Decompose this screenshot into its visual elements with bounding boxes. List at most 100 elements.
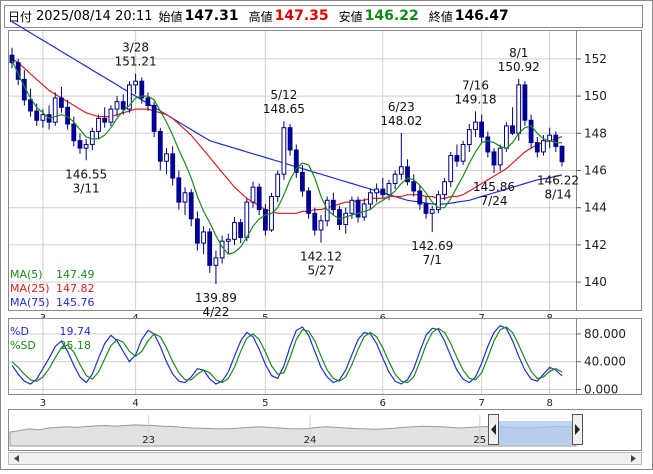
candle	[405, 159, 410, 186]
stochastic-date-label: 5	[262, 398, 268, 409]
price-tick-label: 146	[584, 164, 607, 178]
candle	[534, 137, 540, 158]
ma25-line	[11, 58, 563, 214]
candlesticks	[9, 47, 565, 285]
ohlc-header: 日付 2025/08/14 20:11 始値 147.31 高値 147.35 …	[4, 3, 649, 29]
annotation-date: 3/28	[122, 41, 149, 55]
price-tick-label: 148	[584, 126, 607, 140]
stochastic-axis-area	[576, 318, 642, 395]
candle	[466, 124, 472, 152]
annotation-price: 149.18	[454, 92, 496, 106]
candle	[28, 88, 33, 117]
candle	[127, 81, 132, 113]
navigator-right-handle[interactable]	[572, 414, 583, 445]
candle	[522, 81, 528, 126]
annotation-date: 4/22	[202, 305, 229, 319]
candle	[238, 218, 243, 244]
candle	[330, 192, 336, 216]
stochastic-date-label: 6	[380, 398, 386, 409]
stochastic-date-label: 4	[132, 398, 138, 409]
open-label: 始値	[158, 9, 183, 24]
navigator-label: 24	[304, 435, 317, 446]
annotation-price: 142.69	[411, 239, 453, 253]
candle	[318, 215, 324, 243]
navigator-selection[interactable]	[494, 421, 576, 445]
candle	[411, 174, 417, 197]
navigator-axis: 23 24 25	[142, 415, 486, 446]
candle	[374, 183, 380, 203]
legend-ma75: MA(75) 145.76	[10, 296, 95, 310]
candle	[306, 187, 312, 219]
candle	[448, 151, 454, 188]
candle	[108, 105, 114, 126]
range-navigator[interactable]: 23 24 25	[8, 409, 642, 451]
price-axis-area	[576, 30, 642, 311]
stochastic-date-label: 8	[546, 398, 552, 409]
candle	[145, 92, 151, 111]
datetime-value: 2025/08/14 20:11	[36, 8, 153, 24]
candle	[553, 131, 559, 152]
candle	[170, 146, 176, 186]
candle	[114, 96, 120, 117]
candle	[164, 148, 169, 175]
ma-legend: MA(5) 147.49 MA(25) 147.82 MA(75) 145.76	[10, 268, 95, 310]
candle	[423, 196, 429, 219]
candle	[133, 73, 138, 95]
candle	[392, 170, 398, 190]
close-label: 終値	[428, 9, 453, 24]
candle	[281, 121, 287, 180]
price-tick-label: 140	[584, 275, 607, 289]
legend-d-value: 19.74	[59, 325, 92, 338]
stochastic-legend: %D 19.74 %SD 25.18	[10, 325, 91, 353]
candle	[429, 205, 435, 233]
horizontal-scrollbar[interactable]	[8, 452, 642, 465]
annotation-date: 3/11	[73, 181, 100, 195]
candle	[312, 207, 318, 236]
price-axis-ticks: 140 142 144 146 148 150 152	[584, 52, 607, 289]
navigator-left-handle[interactable]	[488, 414, 499, 445]
legend-ma5: MA(5) 147.49	[10, 268, 95, 282]
annotation-price: 150.92	[498, 60, 540, 74]
candle	[368, 189, 373, 210]
candle	[232, 217, 237, 245]
navigator-label: 23	[142, 435, 155, 446]
legend-sd-value: 25.18	[59, 339, 92, 352]
navigator-label: 25	[473, 435, 486, 446]
legend-ma5-value: 147.49	[56, 268, 95, 281]
candle	[454, 144, 460, 167]
legend-ma25-value: 147.82	[56, 282, 95, 295]
candle	[250, 181, 256, 208]
stochastic-date-label: 3	[40, 398, 46, 409]
candle	[96, 114, 101, 139]
legend-ma25-name: MA(25)	[10, 282, 50, 295]
header-box	[4, 5, 643, 28]
scroll-right-icon[interactable]	[631, 455, 636, 462]
price-tick-label: 144	[584, 201, 607, 215]
legend-d-name: %D	[10, 325, 29, 338]
ma75-line	[11, 21, 563, 205]
legend-ma25: MA(25) 147.82	[10, 282, 95, 296]
stochastic-axis-ticks: 80.000 40.000 0.000	[584, 327, 626, 397]
scroll-left-icon[interactable]	[14, 455, 19, 462]
candle	[188, 189, 194, 227]
stochastic-lines	[11, 324, 563, 385]
stochastic-tick-label: 0.000	[584, 383, 618, 397]
candle	[436, 190, 441, 214]
candle	[83, 138, 89, 161]
annotation-date: 8/1	[509, 46, 528, 60]
stochastic-d-line	[11, 324, 563, 385]
low-label: 安値	[338, 9, 363, 24]
candle	[275, 170, 281, 203]
annotation-price: 145.86	[473, 180, 515, 194]
candle	[497, 144, 503, 171]
open-value: 147.31	[184, 8, 239, 24]
annotation-price: 146.22	[537, 173, 579, 187]
candle	[59, 86, 64, 113]
candle	[479, 114, 485, 143]
scrollbar-track[interactable]	[8, 452, 642, 465]
candle	[52, 92, 58, 126]
annotation-date: 5/12	[270, 88, 297, 102]
candle	[355, 196, 361, 223]
